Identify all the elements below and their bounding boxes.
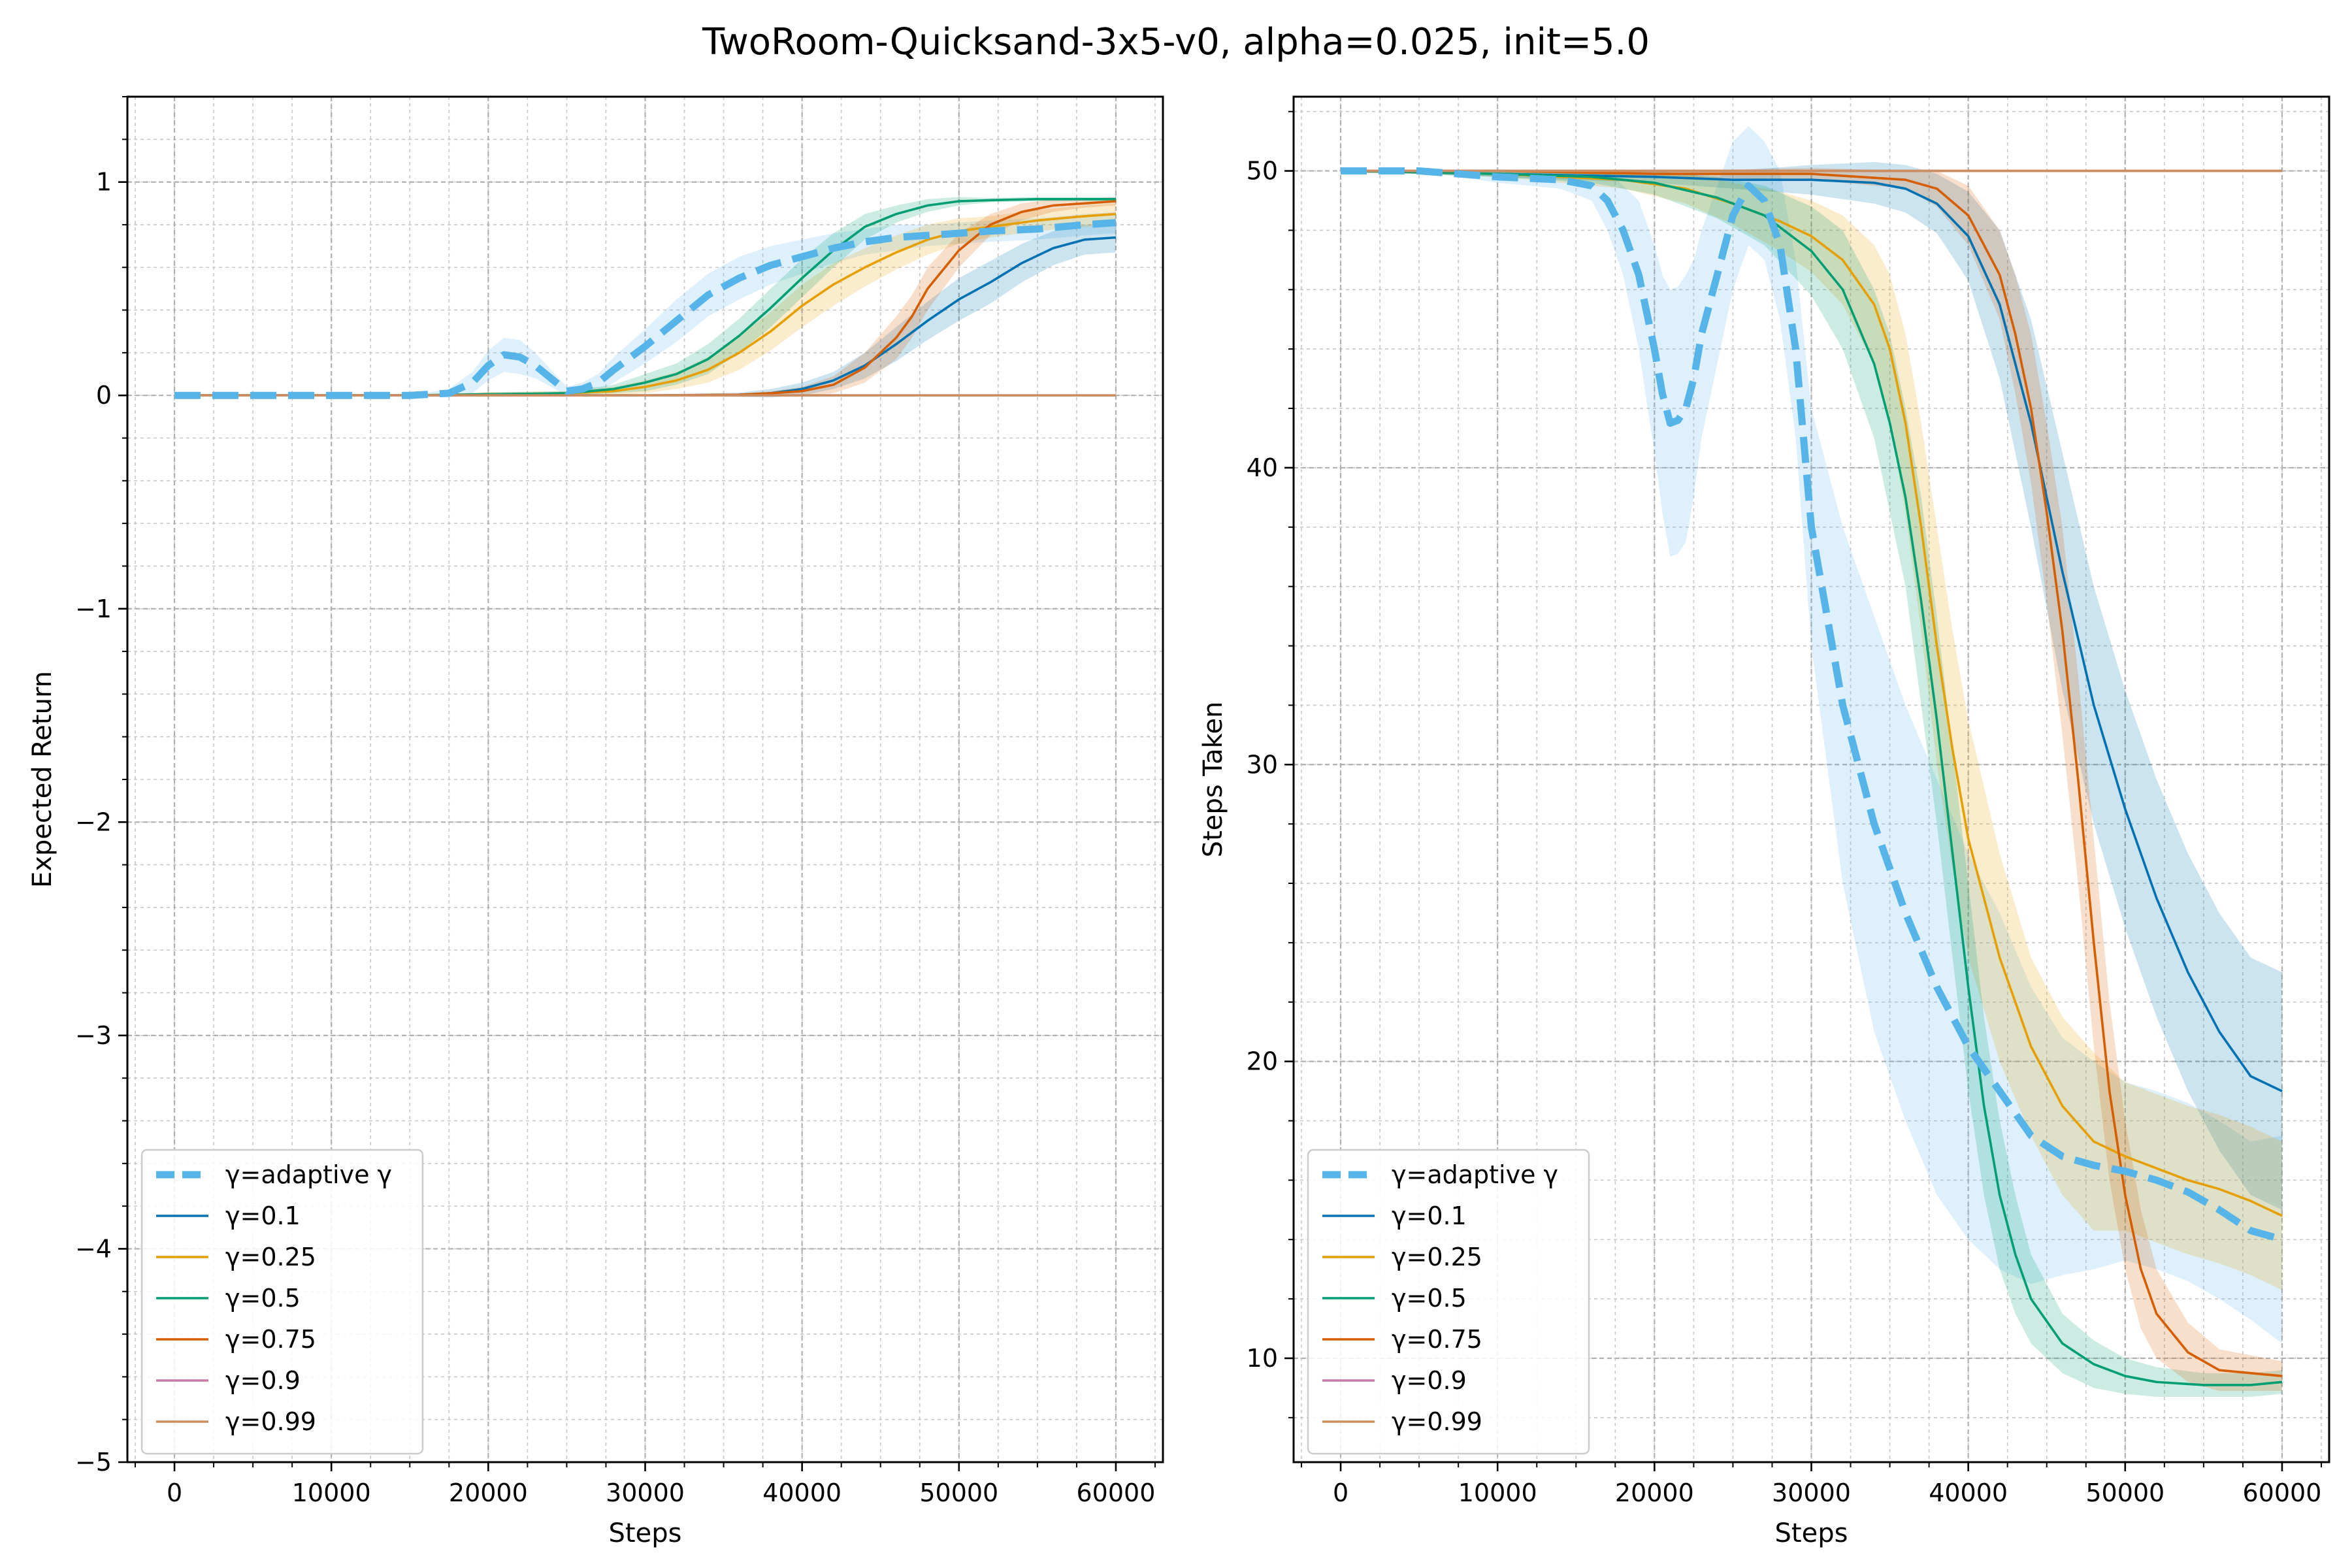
x-tick-label: 20000 — [449, 1478, 528, 1507]
confidence-band — [1341, 126, 2282, 1344]
y-tick-label: −2 — [75, 808, 112, 836]
x-tick-label: 60000 — [2243, 1478, 2322, 1507]
confidence-band — [1341, 168, 2282, 1391]
y-axis-label: Steps Taken — [1198, 702, 1228, 858]
x-tick-label: 20000 — [1615, 1478, 1694, 1507]
y-tick-label: −3 — [75, 1021, 112, 1050]
confidence-band — [174, 203, 1116, 397]
y-tick-label: −5 — [75, 1448, 112, 1477]
y-tick-label: −4 — [75, 1234, 112, 1263]
legend: γ=adaptive γ γ=0.1 γ=0.25 γ=0.5 γ=0.75 γ=0.9 γ… — [140, 1149, 424, 1455]
x-tick-label: 0 — [167, 1478, 182, 1507]
x-tick-label: 10000 — [1458, 1478, 1537, 1507]
series-line — [1340, 169, 2283, 1092]
x-tick-label: 50000 — [919, 1478, 998, 1507]
y-tick-label: 20 — [1247, 1047, 1278, 1076]
legend-box — [140, 1149, 424, 1455]
series-line — [174, 197, 1116, 397]
figure-title: TwoRoom-Quicksand-3x5-v0, alpha=0.025, i… — [702, 21, 1650, 63]
x-tick-label: 30000 — [1772, 1478, 1851, 1507]
legend-label: γ=0.25 — [1392, 1243, 1482, 1271]
legend-label: γ=adaptive γ — [225, 1160, 392, 1189]
x-tick-label: 40000 — [762, 1478, 841, 1507]
x-axis-label: Steps — [609, 1518, 682, 1548]
y-tick-label: 10 — [1247, 1344, 1278, 1373]
chart-panel-2: 0 10000 20000 30000 40000 50000 60000 10 20 30 40 5… — [1198, 95, 2330, 1548]
y-tick-label: 40 — [1247, 453, 1278, 482]
y-tick-label: 30 — [1247, 750, 1278, 779]
legend-label: γ=0.99 — [1392, 1407, 1482, 1436]
confidence-band — [1341, 171, 2282, 1290]
legend-label: γ=adaptive γ — [1392, 1160, 1558, 1189]
legend-label: γ=0.99 — [225, 1407, 316, 1436]
y-tick-label: 0 — [96, 381, 112, 410]
legend-box — [1307, 1149, 1590, 1455]
legend-label: γ=0.75 — [225, 1325, 316, 1354]
chart-panel-1: 0 10000 20000 30000 40000 50000 60000 −5 −4 −3 −2 −… — [27, 95, 1164, 1548]
x-tick-label: 60000 — [1077, 1478, 1156, 1507]
legend: γ=adaptive γ γ=0.1 γ=0.25 γ=0.5 γ=0.75 γ=0.9 γ… — [1307, 1149, 1590, 1455]
legend-label: γ=0.5 — [225, 1284, 301, 1313]
x-tick-label: 40000 — [1929, 1478, 2008, 1507]
legend-label: γ=0.9 — [1392, 1366, 1467, 1395]
series-line — [1341, 169, 2283, 1377]
legend-label: γ=0.9 — [225, 1366, 301, 1395]
x-tick-label: 50000 — [2085, 1478, 2164, 1507]
x-tick-label: 10000 — [292, 1478, 371, 1507]
series-line — [1341, 167, 2283, 1243]
legend-label: γ=0.1 — [1392, 1201, 1467, 1230]
series-line — [1340, 169, 2283, 1386]
y-tick-label: −1 — [75, 595, 112, 623]
y-tick-label: 1 — [96, 168, 112, 197]
x-axis-label: Steps — [1775, 1518, 1848, 1548]
legend-label: γ=0.75 — [1392, 1325, 1482, 1354]
y-tick-label: 50 — [1247, 157, 1278, 186]
y-axis-label: Expected Return — [27, 671, 57, 888]
legend-label: γ=0.5 — [1392, 1284, 1467, 1313]
x-tick-label: 30000 — [606, 1478, 685, 1507]
confidence-band — [1341, 162, 2282, 1210]
legend-label: γ=0.1 — [225, 1201, 301, 1230]
x-tick-label: 0 — [1333, 1478, 1348, 1507]
legend-label: γ=0.25 — [225, 1243, 316, 1271]
confidence-band — [174, 197, 1116, 396]
